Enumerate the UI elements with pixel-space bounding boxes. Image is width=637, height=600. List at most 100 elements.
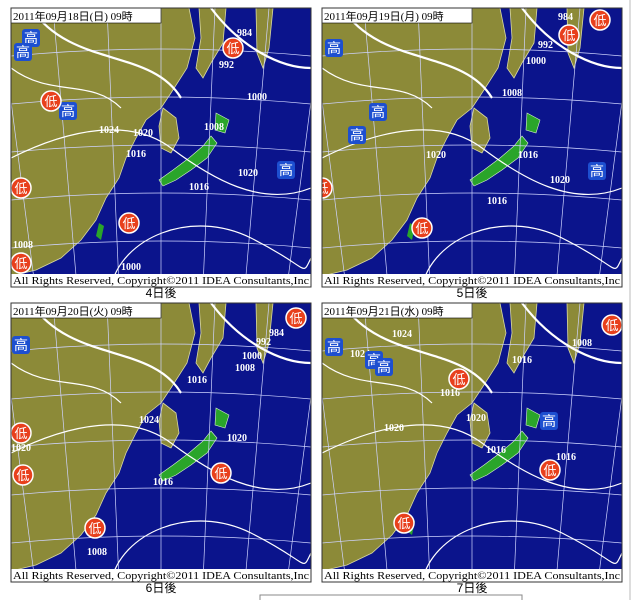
isobar-label: 984 [237, 28, 252, 39]
isobar [110, 225, 311, 287]
grid-line [106, 303, 120, 582]
low-label: 低 [289, 311, 302, 326]
grid-line [363, 8, 389, 287]
caption: 7日後 [457, 581, 488, 595]
panel-border [10, 302, 312, 583]
isobar [110, 520, 311, 582]
low-marker [11, 177, 32, 199]
low-label: 低 [397, 516, 410, 531]
isobar [210, 8, 311, 70]
high-label: 高 [590, 163, 604, 180]
isobar [11, 424, 311, 491]
grid-line [52, 8, 78, 287]
low-label: 低 [14, 181, 27, 196]
isobar-label: 1008 [13, 240, 33, 251]
isobar [322, 67, 433, 109]
high-marker [277, 161, 295, 179]
map-panel: 98499210001008101610241020101610201008高低… [10, 302, 312, 595]
panel-border [321, 7, 623, 288]
low-marker [601, 314, 622, 336]
grid-line [11, 343, 311, 352]
isobar-label: 1000 [242, 351, 262, 362]
grid-line [11, 439, 311, 448]
high-label: 高 [377, 359, 391, 376]
grid-line [11, 98, 36, 287]
isobar [341, 8, 493, 99]
panel-border [321, 302, 623, 583]
low-label: 低 [452, 372, 465, 387]
high-marker [588, 162, 606, 180]
low-marker [448, 368, 470, 390]
isobar [11, 362, 122, 404]
high-marker [325, 39, 343, 57]
isobar [322, 424, 622, 491]
low-marker [589, 9, 611, 31]
isobar-label: 1020 [11, 443, 31, 454]
low-marker [393, 512, 415, 534]
caption: 6日後 [146, 581, 177, 595]
high-marker [12, 336, 30, 354]
grid-line [322, 393, 347, 582]
isobar-label: 1016 [512, 355, 532, 366]
map-body: 102410241016100810161020102010161016高高高高… [322, 303, 622, 582]
isobar-label: 1016 [518, 150, 538, 161]
copyright-box [11, 569, 311, 582]
grid-line [11, 192, 311, 201]
isobar-label: 992 [256, 337, 271, 348]
high-marker [325, 338, 343, 356]
grid-line [11, 144, 311, 153]
date-label: 2011年09月21日(水) 09時 [324, 304, 444, 318]
isobar [11, 129, 311, 196]
isobar-label: 984 [269, 328, 284, 339]
grid-line [322, 98, 347, 287]
high-label: 高 [542, 413, 556, 430]
copyright: All Rights Reserved, Copyright©2011 IDEA… [324, 571, 621, 582]
grid-line [52, 303, 78, 582]
low-marker [118, 212, 140, 234]
low-label: 低 [14, 256, 27, 271]
grid-line [202, 8, 216, 287]
low-label: 低 [226, 41, 239, 56]
low-marker [84, 517, 106, 539]
grid-line [286, 393, 311, 582]
isobar [421, 225, 622, 287]
grid-line [202, 303, 216, 582]
high-marker [348, 126, 366, 144]
isobar-label: 1000 [526, 56, 546, 67]
isobar-label: 1024 [99, 125, 119, 136]
high-marker [375, 358, 393, 376]
grid-line [322, 96, 622, 105]
isobar [521, 8, 622, 70]
isobar-label: 1000 [247, 92, 267, 103]
grid-line [322, 391, 622, 400]
high-label: 高 [24, 30, 38, 47]
grid-line [11, 535, 311, 544]
copyright: All Rights Reserved, Copyright©2011 IDEA… [324, 276, 621, 287]
grid-line [417, 303, 431, 582]
high-marker [59, 102, 77, 120]
high-label: 高 [350, 127, 364, 144]
isobar [11, 67, 122, 109]
high-marker [540, 412, 558, 430]
isobar-label: 1020 [426, 150, 446, 161]
high-label: 高 [14, 337, 28, 354]
date-label: 2011年09月20日(火) 09時 [13, 304, 133, 318]
copyright-box [322, 569, 622, 582]
isobar-label: 1016 [187, 375, 207, 386]
grid-line [11, 487, 311, 496]
isobar-label: 1020 [550, 175, 570, 186]
date-box [11, 303, 162, 319]
isobar-label: 1016 [126, 149, 146, 160]
isobar-label: 1020 [384, 423, 404, 434]
date-box [11, 8, 162, 24]
map-panel: 984 992 1000 1008 1020 1016 1016 1020 1024 1008 10… [10, 7, 312, 300]
isobar [210, 303, 311, 365]
low-marker [12, 464, 34, 486]
date-box [322, 8, 473, 24]
low-label: 低 [415, 221, 428, 236]
low-marker [539, 459, 561, 481]
grid-line [597, 393, 622, 582]
